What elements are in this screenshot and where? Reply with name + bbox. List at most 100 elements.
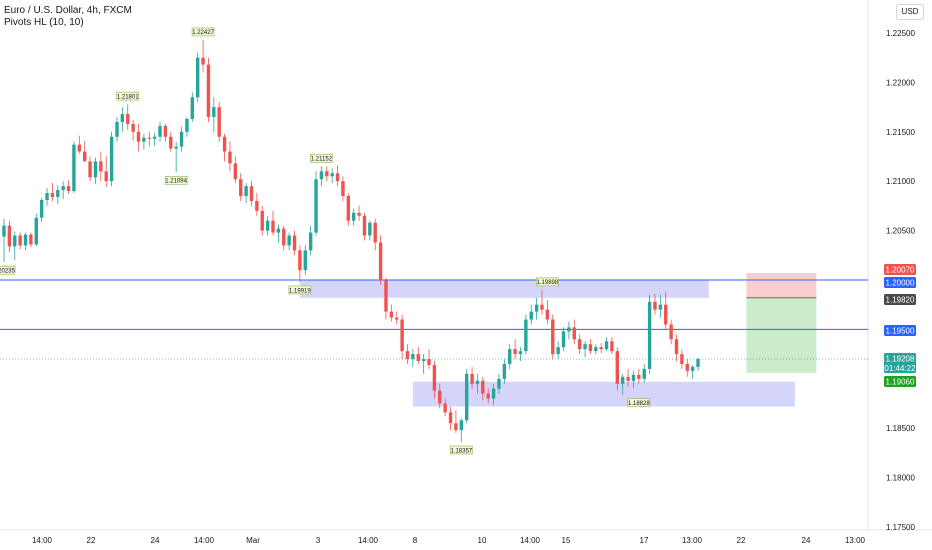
time-tick-label: 22: [737, 536, 746, 545]
time-tick-label: 24: [802, 536, 811, 545]
candle: [265, 215, 270, 236]
price-tag: 1.19500: [884, 325, 916, 336]
candle: [13, 231, 17, 261]
time-axis[interactable]: 14:00 22 24 14:00 Mar 3 14:00 8 10 14:00 15 17 13:00…: [32, 536, 866, 545]
candle: [534, 297, 539, 320]
currency-button[interactable]: USD: [896, 4, 924, 20]
pivot-labels-layer: 1.20235 1.21801 1.21094 1.22427 1.19919 1.211…: [0, 27, 650, 455]
candle: [362, 212, 367, 241]
candle: [373, 218, 377, 251]
time-tick-label: 10: [478, 536, 487, 545]
indicator-label[interactable]: Pivots HL (10, 10): [4, 17, 84, 28]
candle: [126, 104, 130, 130]
candle: [368, 220, 372, 241]
candle: [352, 208, 356, 226]
candle: [604, 337, 609, 352]
candle: [508, 344, 512, 369]
candle: [577, 334, 582, 355]
candle: [163, 123, 168, 142]
position-target-zone[interactable]: [746, 297, 817, 373]
candle: [147, 131, 151, 147]
candle: [314, 171, 318, 236]
candle: [588, 339, 593, 355]
candle: [540, 289, 544, 315]
svg-text:1.19820: 1.19820: [886, 296, 915, 305]
supply-demand-zone[interactable]: [412, 381, 795, 407]
candle: [335, 165, 340, 187]
candle: [179, 126, 184, 152]
candle: [642, 363, 646, 383]
candle: [109, 131, 114, 187]
price-tag: 1.20000: [884, 277, 916, 288]
candle: [567, 321, 571, 340]
candle: [583, 341, 587, 358]
candle: [244, 183, 248, 203]
svg-text:1.21152: 1.21152: [311, 157, 333, 163]
price-tick-label: 1.21000: [886, 177, 915, 186]
candle: [83, 140, 87, 162]
symbol-title[interactable]: Euro / U.S. Dollar, 4h, FXCM: [4, 5, 132, 16]
candle: [271, 210, 275, 236]
candle: [524, 314, 528, 355]
candle: [77, 135, 82, 154]
candle: [206, 57, 211, 122]
position-stop-zone[interactable]: [746, 273, 817, 298]
time-tick-label: 8: [413, 536, 418, 545]
candle: [2, 218, 6, 263]
candle: [421, 354, 426, 374]
time-tick-label: 13:00: [682, 536, 703, 545]
candle: [432, 361, 437, 399]
svg-text:1.18357: 1.18357: [450, 448, 472, 454]
time-tick-label: 14:00: [520, 536, 541, 545]
price-tick-label: 1.22500: [886, 29, 915, 38]
candle: [464, 368, 469, 424]
candle: [195, 52, 200, 103]
pivot-label: 1.19898: [536, 277, 559, 287]
candle: [249, 181, 254, 206]
candle: [696, 358, 700, 371]
candle: [292, 230, 297, 256]
svg-text:1.19060: 1.19060: [886, 378, 915, 387]
candle: [255, 193, 259, 216]
pivot-label: 1.18357: [449, 445, 473, 455]
candle: [454, 410, 458, 434]
price-tick-label: 1.22000: [886, 78, 915, 87]
candle: [228, 141, 232, 172]
supply-demand-zone[interactable]: [299, 280, 709, 298]
candle: [621, 373, 625, 395]
candle: [647, 294, 652, 374]
candle: [88, 156, 92, 182]
candle: [104, 156, 108, 188]
candle: [330, 168, 334, 184]
horizontal-lines-layer: [0, 279, 868, 360]
time-tick-label: 17: [640, 536, 649, 545]
candle: [610, 337, 614, 355]
candle: [303, 245, 307, 276]
candle: [486, 388, 490, 404]
candle: [341, 176, 345, 201]
candle: [615, 347, 620, 391]
svg-text:1.21801: 1.21801: [117, 94, 139, 100]
candle: [680, 349, 684, 369]
candle: [518, 347, 523, 362]
pivot-label: 1.20235: [0, 265, 16, 275]
chart-header: Euro / U.S. Dollar, 4h, FXCM Pivots HL (…: [4, 5, 132, 29]
candle: [201, 39, 205, 73]
price-tick-label: 1.21500: [886, 128, 915, 137]
candle: [169, 131, 173, 152]
candle: [427, 349, 431, 369]
candle: [142, 133, 146, 150]
svg-text:1.19208: 1.19208: [886, 355, 915, 364]
candle: [685, 359, 689, 377]
svg-text:1.20235: 1.20235: [0, 269, 16, 275]
candle: [56, 185, 60, 204]
candle: [389, 304, 394, 322]
candle: [438, 383, 442, 409]
candle: [39, 197, 44, 222]
candle: [475, 373, 480, 394]
candle: [502, 359, 507, 384]
pivot-label: 1.21152: [310, 154, 333, 163]
candle: [384, 278, 388, 320]
